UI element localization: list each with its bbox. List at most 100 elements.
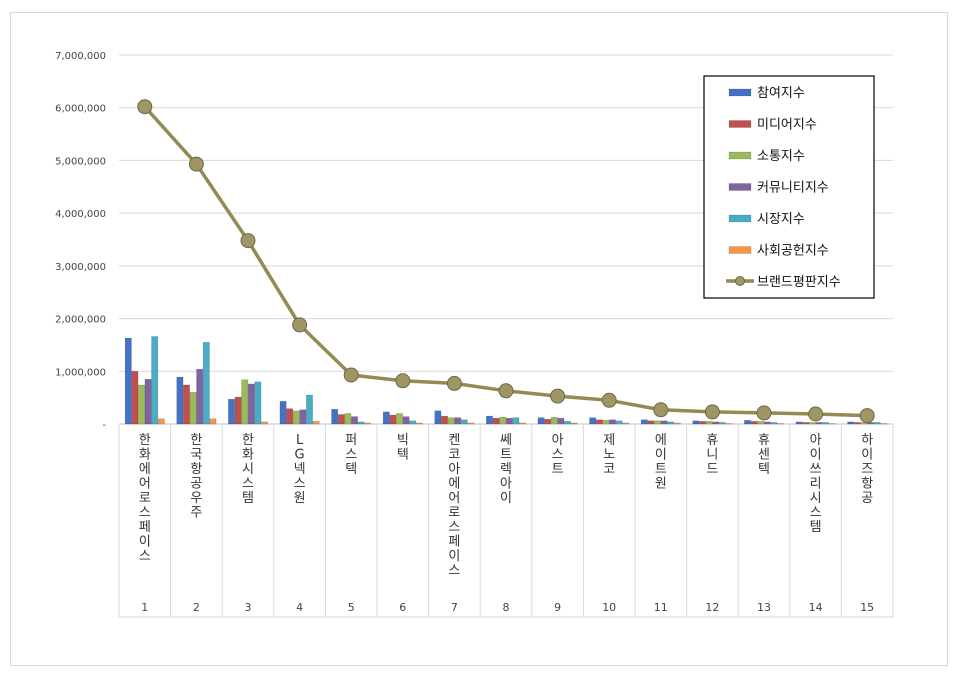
legend-label: 브랜드평판지수 xyxy=(757,275,841,290)
bar xyxy=(867,422,874,425)
y-tick-label: 3,000,000 xyxy=(55,262,106,273)
bar xyxy=(763,421,771,425)
y-tick-label: - xyxy=(102,420,106,431)
legend-label: 참여지수 xyxy=(757,86,805,101)
y-tick-label: 4,000,000 xyxy=(55,209,106,220)
x-index-label: 8 xyxy=(503,601,510,614)
bar xyxy=(589,417,597,425)
bar xyxy=(640,419,648,425)
bar xyxy=(622,422,630,425)
x-index-label: 6 xyxy=(399,601,406,614)
bar xyxy=(544,419,552,425)
bar xyxy=(718,422,726,425)
line-point xyxy=(601,392,617,408)
line-point xyxy=(808,406,824,422)
bar xyxy=(505,417,513,425)
legend-swatch xyxy=(728,214,752,223)
bar xyxy=(389,414,397,425)
bar xyxy=(144,378,152,425)
line-point xyxy=(756,405,772,421)
bar xyxy=(299,409,307,425)
bar xyxy=(454,417,462,425)
legend-swatch xyxy=(728,151,752,160)
bar xyxy=(860,422,868,425)
bar xyxy=(808,422,816,425)
bar xyxy=(176,376,184,425)
line-point xyxy=(550,388,566,404)
bar xyxy=(151,336,159,425)
bar xyxy=(492,417,500,425)
line-point xyxy=(498,383,514,399)
legend-swatch xyxy=(728,183,752,191)
bar xyxy=(261,421,268,425)
y-tick-label: 5,000,000 xyxy=(55,156,106,167)
bar xyxy=(202,342,210,425)
bar xyxy=(557,417,565,425)
bar xyxy=(815,422,823,425)
bar xyxy=(183,384,190,425)
bar xyxy=(595,419,603,425)
bar xyxy=(705,421,713,425)
bar xyxy=(402,416,410,425)
bar xyxy=(660,420,668,425)
y-tick-label: 2,000,000 xyxy=(55,315,106,326)
bar xyxy=(802,422,810,425)
line-point xyxy=(859,408,875,424)
legend-swatch xyxy=(728,246,752,254)
bar xyxy=(157,418,165,425)
bar xyxy=(337,414,345,425)
bar-series xyxy=(124,336,888,425)
bar xyxy=(853,422,861,425)
line-point xyxy=(343,367,359,383)
bar xyxy=(396,413,403,425)
y-tick-label: 6,000,000 xyxy=(55,104,106,115)
bar xyxy=(486,415,493,425)
bar xyxy=(131,371,139,425)
bar xyxy=(292,410,300,425)
legend-swatch xyxy=(728,88,752,97)
bar xyxy=(467,422,475,425)
bar xyxy=(795,421,803,425)
bar xyxy=(873,422,881,425)
bar xyxy=(712,421,720,425)
bar xyxy=(382,411,390,425)
bar xyxy=(241,379,249,425)
bar xyxy=(750,421,758,425)
bar xyxy=(880,423,888,425)
bar xyxy=(647,420,655,425)
line-point xyxy=(292,317,308,333)
bar xyxy=(667,421,675,425)
legend-label: 미디어지수 xyxy=(757,118,817,133)
line-series xyxy=(137,99,875,424)
bar xyxy=(434,410,442,425)
y-tick-label: 1,000,000 xyxy=(55,367,106,378)
bar xyxy=(777,423,784,425)
bar xyxy=(770,422,778,425)
x-index-label: 12 xyxy=(705,601,719,614)
bar xyxy=(602,420,610,425)
bar xyxy=(847,421,855,425)
bar xyxy=(351,416,358,425)
x-index-label: 14 xyxy=(809,601,823,614)
bar xyxy=(228,398,235,425)
legend-label: 시장지수 xyxy=(757,212,805,227)
line-point xyxy=(240,233,256,249)
x-index-label: 4 xyxy=(296,601,303,614)
bar xyxy=(364,422,372,425)
y-axis-ticks: - 1,000,000 2,000,000 3,000,000 4,000,000 5,0… xyxy=(55,51,106,431)
bar xyxy=(519,422,526,425)
x-index-label: 3 xyxy=(245,601,252,614)
bar xyxy=(699,421,706,425)
bar xyxy=(286,408,294,425)
bar xyxy=(822,422,829,425)
